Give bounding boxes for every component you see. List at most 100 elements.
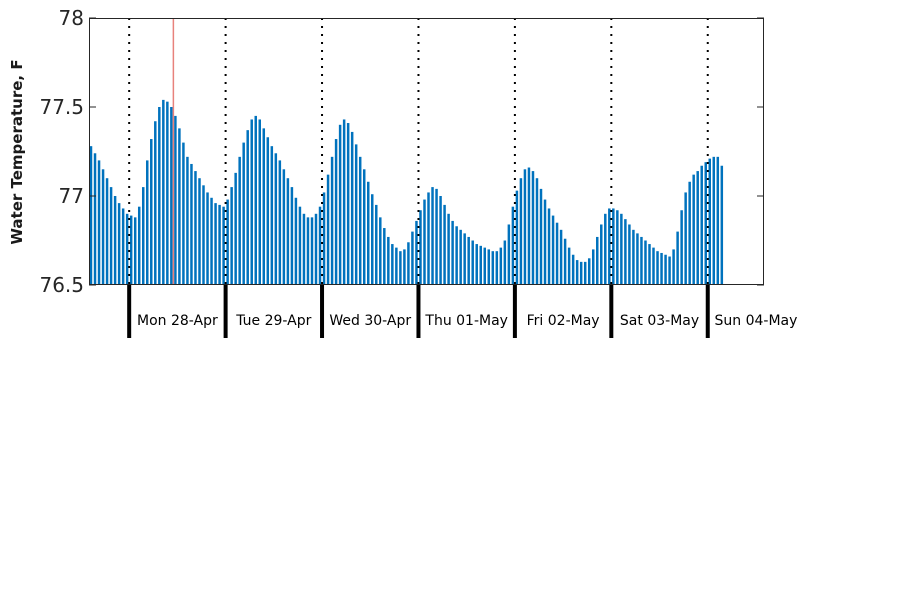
bar	[182, 142, 185, 285]
bar	[523, 169, 527, 285]
bar	[684, 192, 687, 285]
bar	[358, 156, 362, 285]
bar	[266, 137, 270, 285]
bar	[238, 156, 241, 285]
bar	[330, 156, 334, 285]
bar	[612, 208, 615, 285]
bar	[676, 231, 679, 285]
bar	[218, 204, 221, 285]
bar	[121, 208, 125, 285]
bar	[495, 251, 499, 285]
bar	[672, 249, 675, 285]
bar	[435, 188, 438, 285]
bar	[222, 206, 225, 285]
bar	[150, 139, 153, 285]
bar	[616, 210, 619, 285]
bar	[97, 160, 101, 285]
bar	[109, 187, 113, 285]
bar	[178, 128, 181, 285]
bar	[322, 192, 326, 285]
bar	[399, 251, 402, 285]
bar	[431, 187, 434, 285]
bar	[596, 236, 599, 285]
bar	[604, 213, 607, 285]
bar	[439, 196, 442, 285]
bar	[250, 119, 253, 286]
bar	[379, 217, 382, 285]
bar	[407, 242, 410, 285]
day-label: Sun 04-May	[715, 313, 798, 329]
bar	[258, 119, 261, 286]
bar	[592, 249, 595, 285]
bar	[230, 187, 233, 285]
bar	[503, 240, 507, 285]
bar	[254, 115, 257, 286]
bar	[154, 121, 157, 286]
bar	[535, 178, 539, 285]
y-axis-ticks: 76.5 77 77.5 78	[39, 6, 764, 297]
day-label: Sat 03-May	[620, 313, 699, 329]
bar	[692, 174, 695, 285]
bar	[194, 171, 197, 285]
bar	[475, 244, 478, 285]
bar	[113, 196, 117, 285]
bar	[129, 215, 133, 285]
bar	[246, 130, 249, 285]
bar	[479, 245, 482, 285]
bar	[575, 260, 579, 285]
day-ticks	[127, 285, 710, 338]
bar	[471, 240, 474, 285]
bar	[712, 156, 716, 285]
y-tick-label: 78	[59, 6, 84, 30]
bar	[326, 174, 330, 285]
bar	[371, 194, 374, 285]
bar	[660, 252, 663, 285]
bar	[555, 222, 559, 285]
bar	[117, 203, 121, 285]
bar	[350, 131, 354, 285]
bar	[395, 247, 398, 285]
bar	[314, 213, 318, 285]
bar	[142, 187, 145, 285]
bar	[487, 249, 491, 285]
bar	[640, 236, 643, 285]
bar	[186, 156, 189, 285]
bar	[539, 188, 543, 285]
bar	[652, 247, 655, 285]
bar	[270, 146, 274, 285]
bar	[391, 244, 394, 285]
bar	[202, 185, 205, 285]
bar	[93, 153, 97, 285]
bar	[419, 210, 422, 285]
bar	[628, 224, 631, 285]
bar	[511, 206, 515, 285]
bar	[563, 238, 567, 285]
bar	[278, 160, 282, 285]
bar	[680, 210, 683, 285]
bar	[559, 229, 563, 285]
bar	[206, 192, 209, 285]
day-label: Fri 02-May	[527, 313, 600, 329]
bar	[342, 119, 346, 286]
bar	[567, 247, 571, 285]
bar	[318, 206, 322, 285]
bar	[515, 190, 519, 285]
bar	[688, 181, 691, 285]
bar	[166, 101, 169, 285]
bar	[579, 261, 583, 285]
bar	[720, 165, 724, 285]
bar	[543, 199, 547, 285]
bar	[499, 247, 503, 285]
bar	[571, 254, 575, 285]
bar	[262, 128, 266, 285]
bar	[302, 213, 306, 285]
bar	[664, 254, 667, 285]
bar	[704, 162, 707, 285]
bar	[507, 224, 511, 285]
bar	[210, 197, 213, 285]
bar	[668, 256, 671, 285]
y-tick-label: 77.5	[39, 95, 84, 119]
bar	[310, 217, 314, 285]
bar	[608, 208, 611, 285]
bar	[346, 123, 350, 286]
